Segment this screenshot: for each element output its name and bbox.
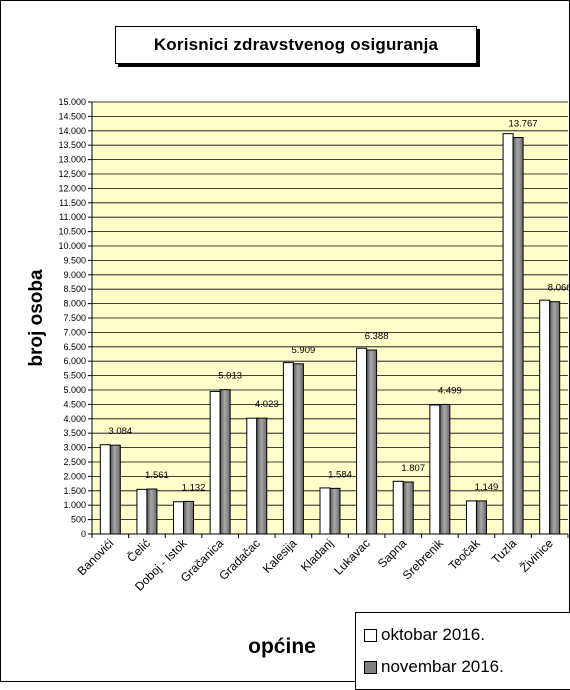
data-label: 4.499	[438, 385, 462, 396]
y-tick-label: 14.000	[58, 126, 86, 136]
y-tick-label: 3.000	[63, 443, 86, 453]
bar-novembar	[109, 444, 121, 535]
x-tick-label: Sapna	[375, 536, 410, 571]
bar-novembar	[549, 301, 561, 535]
bar-novembar	[183, 500, 195, 535]
x-tick-label: Kalesija	[260, 536, 300, 576]
y-tick-label: 500	[71, 515, 86, 525]
x-tick-label: Srebrenik	[400, 536, 447, 583]
data-label: 1.132	[182, 482, 206, 493]
x-tick-label: Teočak	[446, 536, 483, 573]
bar-novembar	[402, 481, 414, 535]
y-tick-label: 2.000	[63, 471, 86, 481]
chart-title-box: Korisnici zdravstvenog osiguranja	[115, 26, 477, 64]
y-tick-label: 9.000	[63, 270, 86, 280]
bar-oktobar	[392, 480, 404, 535]
data-label: 1.584	[328, 469, 352, 480]
y-tick-label: 6.000	[63, 356, 86, 366]
y-tick-label: 4.500	[63, 399, 86, 409]
data-label: 1.149	[475, 482, 499, 493]
y-tick-label: 9.500	[63, 255, 86, 265]
y-tick-label: 10.000	[58, 241, 86, 251]
bar-oktobar	[356, 347, 368, 535]
legend-label-oktobar: oktobar 2016.	[381, 625, 485, 644]
y-tick-label: 7.000	[63, 327, 86, 337]
y-tick-label: 0	[81, 529, 86, 539]
bar-novembar	[329, 487, 341, 535]
legend-swatch-novembar	[364, 660, 377, 674]
legend: oktobar 2016. novembar 2016.	[355, 612, 570, 690]
data-label: 8.066	[548, 283, 570, 294]
x-tick-label: Kladanj	[298, 536, 336, 574]
y-tick-label: 13.000	[58, 155, 86, 165]
y-tick-label: 7.500	[63, 313, 86, 323]
legend-item-novembar: novembar 2016.	[364, 657, 504, 677]
data-label: 5.013	[218, 371, 242, 382]
bar-oktobar	[282, 362, 294, 535]
data-label: 13.767	[509, 119, 538, 130]
y-tick-label: 11.500	[59, 198, 86, 208]
y-tick-label: 4.000	[63, 414, 86, 424]
y-tick-label: 14.500	[58, 111, 86, 121]
y-tick-label: 12.000	[58, 183, 86, 193]
y-tick-label: 8.500	[63, 284, 86, 294]
legend-label-novembar: novembar 2016.	[381, 657, 504, 676]
y-tick-label: 3.500	[63, 428, 86, 438]
data-label: 3.084	[108, 426, 132, 437]
x-axis-label: općine	[248, 635, 316, 658]
data-label: 5.909	[291, 345, 315, 356]
bar-oktobar	[319, 487, 331, 535]
bar-novembar	[256, 417, 268, 535]
y-tick-label: 1.000	[63, 500, 86, 510]
x-tick-label: Tuzla	[489, 536, 520, 567]
x-tick-label: Banovići	[74, 536, 116, 578]
data-label: 1.807	[401, 463, 425, 474]
chart-title: Korisnici zdravstvenog osiguranja	[153, 35, 439, 54]
bar-oktobar	[136, 488, 148, 535]
bar-novembar	[366, 349, 378, 535]
y-tick-label: 1.500	[63, 486, 86, 496]
bar-oktobar	[209, 390, 221, 535]
bar-novembar	[292, 363, 304, 535]
y-axis-label: broj osoba	[26, 269, 47, 367]
bar-oktobar	[429, 404, 441, 535]
bar-oktobar	[173, 501, 185, 535]
x-tick-label: Čelić	[124, 536, 153, 565]
y-tick-label: 13.500	[58, 140, 86, 150]
bar-novembar	[512, 137, 524, 535]
y-tick-label: 10.500	[58, 227, 86, 237]
y-tick-label: 2.500	[63, 457, 86, 467]
bar-novembar	[219, 389, 231, 535]
legend-swatch-oktobar	[364, 628, 377, 642]
y-tick-label: 5.000	[63, 385, 86, 395]
bar-oktobar	[539, 299, 551, 535]
bar-oktobar	[246, 417, 258, 535]
y-tick-label: 8.000	[63, 299, 86, 309]
x-tick-label: Živinice	[516, 535, 556, 575]
y-tick-label: 12.500	[58, 169, 86, 179]
bar-oktobar	[465, 500, 477, 535]
bar-oktobar	[99, 444, 111, 535]
y-tick-label: 6.500	[63, 342, 86, 352]
y-tick-label: 11.000	[59, 212, 86, 222]
data-label: 4.023	[255, 399, 279, 410]
data-label: 1.561	[145, 470, 169, 481]
bar-novembar	[439, 403, 451, 535]
legend-item-oktobar: oktobar 2016.	[364, 625, 485, 645]
bar-oktobar	[502, 133, 514, 535]
y-tick-label: 15.000	[58, 97, 86, 107]
x-tick-label: Lukavac	[331, 536, 373, 578]
y-tick-label: 5.500	[63, 371, 86, 381]
bar-novembar	[146, 488, 158, 535]
data-label: 6.388	[365, 331, 389, 342]
bar-novembar	[475, 500, 487, 535]
